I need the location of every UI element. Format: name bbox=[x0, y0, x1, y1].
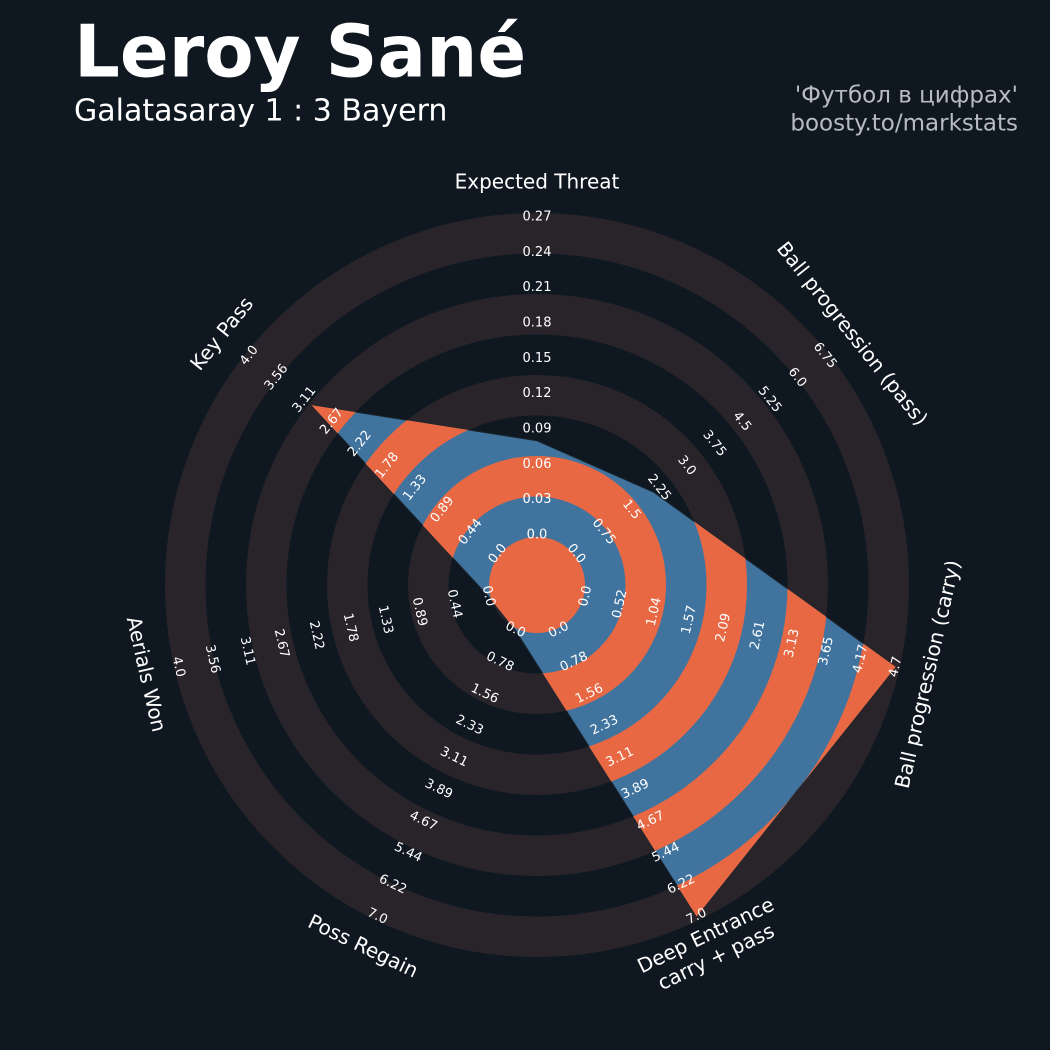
tick-label: 0.03 bbox=[523, 492, 552, 507]
tick-label: 0.52 bbox=[609, 588, 630, 620]
tick-label: 0.0 bbox=[479, 584, 498, 608]
tick-label: 4.7 bbox=[886, 655, 905, 679]
tick-label: 0.0 bbox=[576, 584, 595, 608]
tick-label: 2.09 bbox=[713, 612, 734, 644]
tick-label: 1.33 bbox=[375, 604, 396, 636]
credit: boosty.to/markstats bbox=[790, 111, 1018, 137]
tick-label: 1.57 bbox=[679, 604, 700, 636]
tick-label: 3.13 bbox=[782, 628, 803, 660]
tick-label: 1.78 bbox=[340, 612, 361, 644]
tick-label: 1.04 bbox=[644, 596, 665, 628]
tick-label: 0.24 bbox=[523, 245, 552, 260]
tick-label: 3.56 bbox=[202, 643, 223, 675]
ring bbox=[165, 213, 909, 957]
chart-title: Leroy Sané bbox=[74, 10, 526, 94]
tick-label: 0.09 bbox=[523, 422, 552, 437]
radar-ring bbox=[489, 537, 585, 633]
tick-label: 3.65 bbox=[816, 635, 837, 667]
tick-label: 2.22 bbox=[306, 620, 327, 652]
tick-label: 0.89 bbox=[409, 596, 430, 628]
tick-label: 0.44 bbox=[444, 588, 465, 620]
tick-label: 4.0 bbox=[169, 655, 188, 679]
tick-label: 0.12 bbox=[523, 386, 552, 401]
tick-label: 0.18 bbox=[523, 316, 552, 331]
tick-label: 0.15 bbox=[523, 351, 552, 366]
ring bbox=[246, 294, 828, 876]
tick-label: 0.0 bbox=[527, 528, 548, 543]
chart-subtitle: Galatasaray 1 : 3 Bayern bbox=[74, 94, 447, 129]
tick-label: 0.06 bbox=[523, 457, 552, 472]
credit: 'Футбол в цифрах' bbox=[795, 83, 1018, 109]
tick-label: 0.27 bbox=[523, 210, 552, 225]
tick-label: 3.11 bbox=[237, 635, 258, 667]
tick-label: 2.67 bbox=[271, 628, 292, 660]
tick-label: 4.17 bbox=[850, 643, 871, 675]
tick-label: 2.61 bbox=[747, 620, 768, 652]
tick-label: 0.21 bbox=[523, 280, 552, 295]
param-label: Expected Threat bbox=[455, 170, 620, 194]
